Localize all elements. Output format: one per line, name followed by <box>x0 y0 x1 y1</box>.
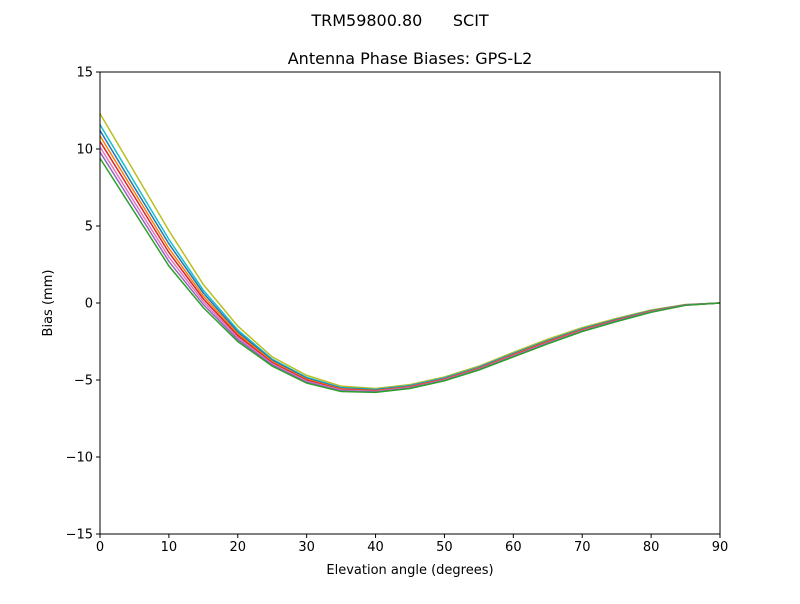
y-tick-label: −5 <box>74 374 93 389</box>
series-line-2 <box>99 130 721 391</box>
x-tick-label: 60 <box>505 540 522 555</box>
x-tick-label: 0 <box>96 540 104 555</box>
y-tick-label: 10 <box>76 143 93 158</box>
x-tick-label: 30 <box>298 540 315 555</box>
x-tick-label: 80 <box>643 540 660 555</box>
series-line-6 <box>99 151 721 393</box>
y-tick-label: 5 <box>85 220 93 235</box>
x-tick-label: 20 <box>230 540 247 555</box>
y-tick-label: −15 <box>66 528 93 543</box>
x-axis-label: Elevation angle (degrees) <box>326 563 493 578</box>
series-line-0 <box>99 113 721 390</box>
x-tick-label: 40 <box>367 540 384 555</box>
x-tick-label: 10 <box>161 540 178 555</box>
x-axis: 0 10 20 30 40 50 60 70 80 90 <box>96 534 728 555</box>
y-tick-label: 0 <box>85 297 93 312</box>
series-line-4 <box>99 140 721 392</box>
x-tick-label: 70 <box>574 540 591 555</box>
series-line-1 <box>99 124 721 391</box>
y-tick-label: 15 <box>76 66 93 81</box>
series-line-7 <box>99 157 721 394</box>
x-tick-label: 90 <box>712 540 729 555</box>
axes-frame <box>99 71 721 535</box>
x-tick-label: 50 <box>436 540 453 555</box>
y-axis-label: Bias (mm) <box>41 270 56 337</box>
y-axis: −15 −10 −5 0 5 10 15 <box>66 66 100 543</box>
y-tick-label: −10 <box>66 451 93 466</box>
suptitle: TRM59800.80 SCIT <box>310 11 489 30</box>
series-line-3 <box>99 135 721 392</box>
series-lines <box>99 113 721 394</box>
chart-title: Antenna Phase Biases: GPS-L2 <box>288 49 533 68</box>
